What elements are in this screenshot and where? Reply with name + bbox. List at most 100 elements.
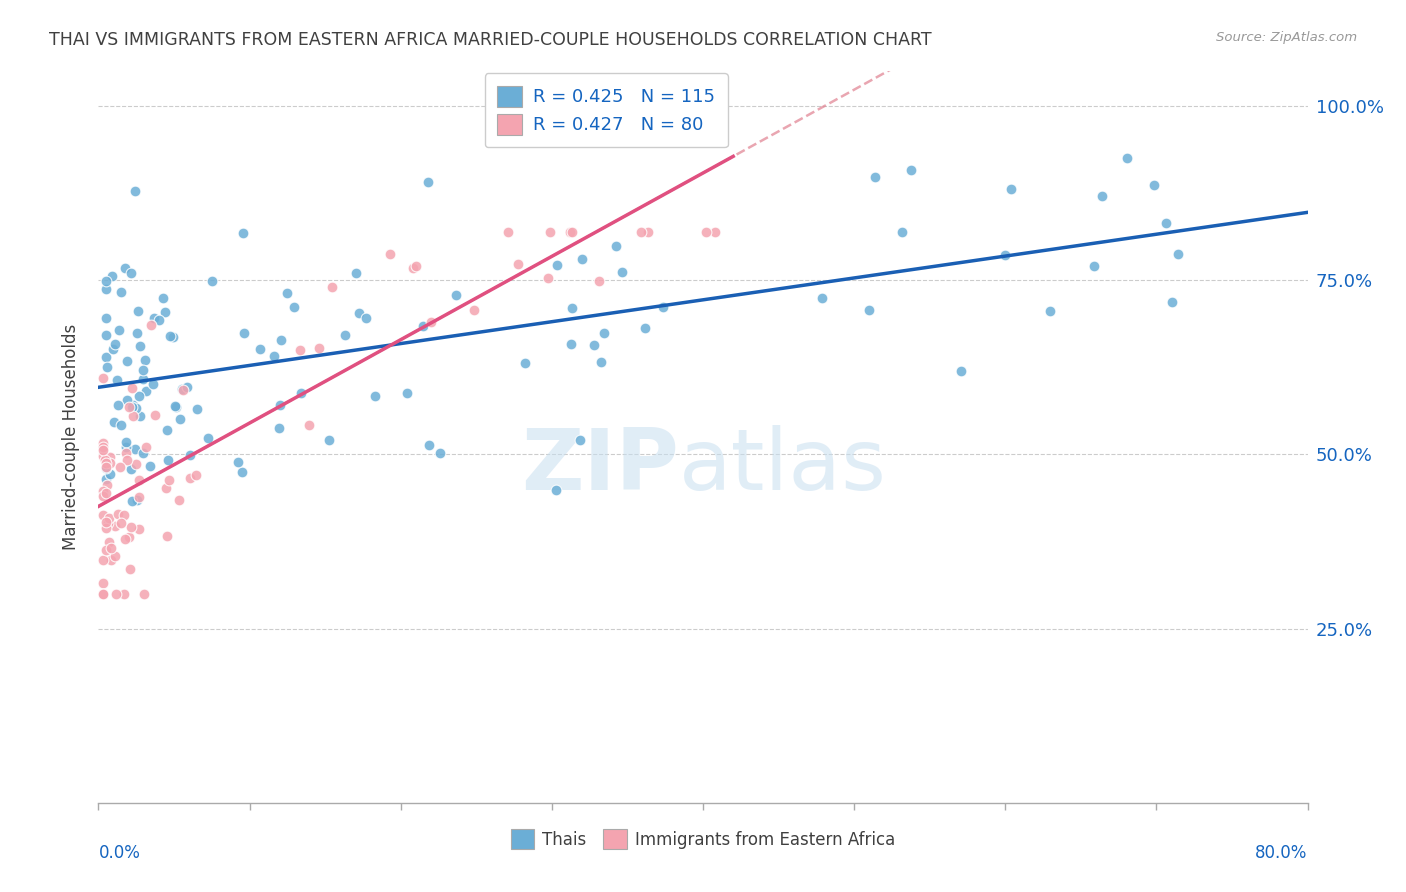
Point	[1000, 181, 1022, 195]
Point	[117, 392, 139, 407]
Point	[571, 252, 593, 266]
Point	[634, 321, 657, 335]
Point	[141, 318, 163, 333]
Point	[104, 519, 127, 533]
Point	[155, 482, 177, 496]
Point	[94, 485, 117, 500]
Point	[128, 473, 150, 487]
Point	[128, 490, 150, 504]
Point	[1091, 189, 1114, 203]
Point	[121, 381, 143, 395]
Point	[540, 225, 562, 239]
Point	[98, 450, 121, 465]
Point	[125, 493, 148, 508]
Point	[232, 227, 254, 241]
Point	[610, 265, 633, 279]
Point	[270, 333, 292, 347]
Y-axis label: Married-couple Households: Married-couple Households	[62, 324, 80, 550]
Point	[94, 460, 117, 475]
Point	[582, 337, 605, 351]
Point	[156, 423, 179, 437]
Point	[444, 288, 467, 302]
Legend: Thais, Immigrants from Eastern Africa: Thais, Immigrants from Eastern Africa	[499, 818, 907, 860]
Point	[172, 382, 194, 396]
Point	[1039, 303, 1062, 318]
Point	[103, 415, 125, 429]
Point	[96, 477, 118, 491]
Point	[186, 468, 208, 483]
Point	[142, 377, 165, 392]
Point	[132, 587, 155, 601]
Point	[172, 383, 194, 397]
Point	[226, 455, 249, 469]
Point	[98, 535, 121, 549]
Point	[858, 302, 880, 317]
Point	[1154, 216, 1177, 230]
Point	[231, 465, 253, 479]
Point	[108, 459, 131, 474]
Point	[420, 315, 443, 329]
Point	[94, 461, 117, 475]
Point	[105, 587, 128, 601]
Point	[97, 516, 120, 530]
Point	[546, 258, 568, 272]
Point	[104, 549, 127, 563]
Point	[96, 543, 118, 558]
Point	[91, 371, 114, 385]
Point	[155, 305, 177, 319]
Text: atlas: atlas	[679, 425, 887, 508]
Point	[1115, 151, 1137, 165]
Point	[900, 162, 922, 177]
Point	[402, 260, 425, 275]
Point	[96, 521, 118, 535]
Point	[249, 342, 271, 356]
Point	[129, 339, 152, 353]
Point	[107, 507, 129, 521]
Point	[156, 529, 179, 543]
Point	[129, 409, 152, 423]
Point	[290, 386, 312, 401]
Point	[703, 225, 725, 239]
Point	[100, 541, 122, 556]
Point	[139, 458, 162, 473]
Point	[890, 225, 912, 239]
Point	[91, 587, 114, 601]
Point	[134, 352, 156, 367]
Point	[128, 389, 150, 403]
Point	[101, 342, 124, 356]
Point	[97, 511, 120, 525]
Point	[110, 516, 132, 530]
Point	[94, 275, 117, 289]
Point	[288, 343, 311, 358]
Point	[118, 562, 141, 576]
Point	[263, 349, 285, 363]
Point	[112, 508, 135, 523]
Point	[186, 402, 208, 417]
Point	[135, 440, 157, 454]
Point	[169, 493, 191, 508]
Point	[569, 433, 592, 447]
Point	[269, 398, 291, 412]
Point	[94, 328, 117, 343]
Point	[135, 384, 157, 399]
Point	[94, 351, 117, 365]
Point	[179, 471, 201, 485]
Point	[308, 341, 330, 355]
Point	[1161, 295, 1184, 310]
Point	[267, 421, 290, 435]
Point	[120, 461, 142, 475]
Point	[630, 225, 652, 239]
Point	[333, 327, 356, 342]
Point	[114, 532, 136, 546]
Point	[560, 337, 582, 351]
Point	[561, 225, 583, 239]
Point	[405, 259, 427, 273]
Point	[356, 311, 378, 326]
Point	[94, 456, 117, 470]
Point	[1143, 178, 1166, 192]
Point	[589, 355, 612, 369]
Point	[96, 359, 118, 374]
Point	[115, 446, 138, 460]
Point	[544, 483, 567, 497]
Point	[100, 456, 122, 470]
